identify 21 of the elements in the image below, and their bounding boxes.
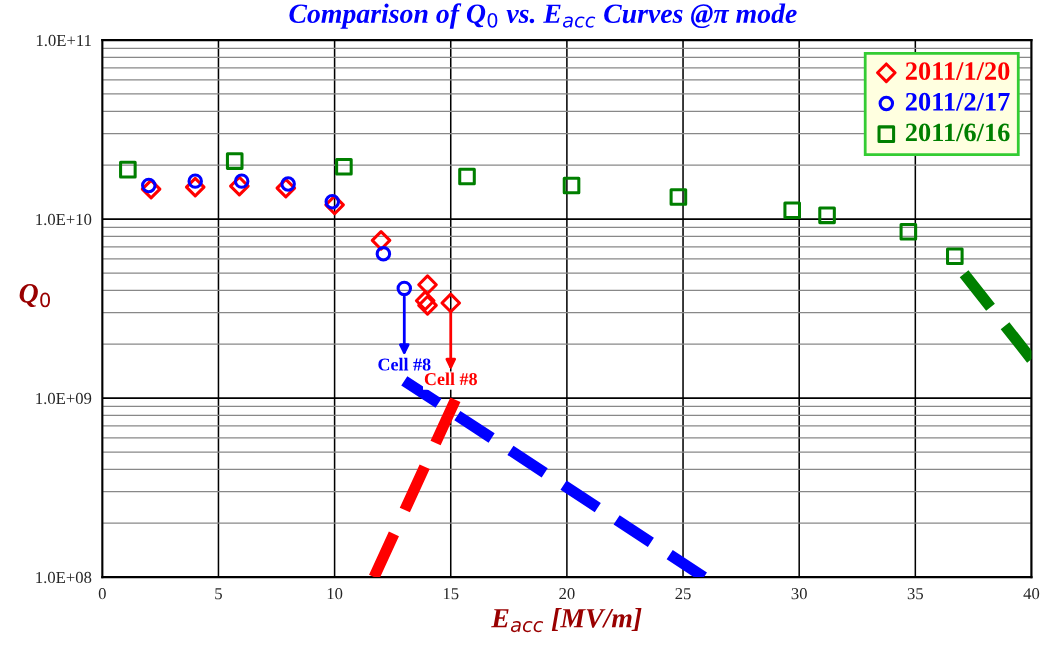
legend-label: 2011/6/16 xyxy=(905,123,1010,142)
x-tick-label: 5 xyxy=(215,588,222,600)
x-tick-label: 25 xyxy=(675,588,691,600)
annotation: Cell #8 xyxy=(378,357,431,371)
chart-title: Comparison of Q$_{0}$ vs. E$_{acc}$ Curves @π mode xyxy=(289,3,797,29)
y-tick-label: 1.0E+08 xyxy=(36,571,92,584)
x-tick-label: 35 xyxy=(907,588,924,600)
annotation: Cell #8 xyxy=(424,372,477,386)
legend-label: 2011/2/17 xyxy=(905,92,1010,111)
x-tick-label: 10 xyxy=(327,588,343,600)
y-axis-title: Q$_{0}$ xyxy=(19,284,51,308)
x-tick-label: 0 xyxy=(98,588,106,600)
x-tick-label: 15 xyxy=(443,588,459,600)
x-tick-label: 30 xyxy=(791,588,807,600)
x-tick-label: 40 xyxy=(1023,588,1040,600)
legend-label: 2011/1/20 xyxy=(905,62,1010,80)
x-axis-title: E$_{acc}$ [MV/m] xyxy=(491,608,642,633)
x-tick-label: 20 xyxy=(559,588,575,600)
y-tick-label: 1.0E+09 xyxy=(36,392,92,405)
y-tick-label: 1.0E+10 xyxy=(36,213,92,226)
y-tick-label: 1.0E+11 xyxy=(36,34,91,47)
